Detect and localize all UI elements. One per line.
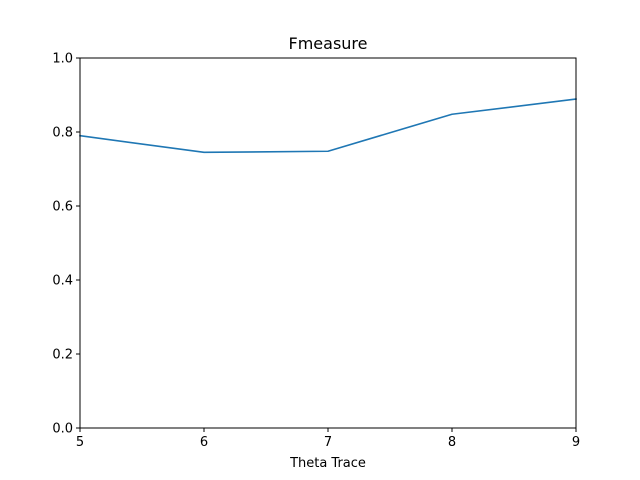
y-tick-label: 1.0 [52,52,73,67]
x-tick-label: 6 [200,435,208,450]
x-tick-label: 9 [572,435,580,450]
series-layer [79,98,577,154]
y-tick-label: 0.6 [52,200,73,215]
y-tick-label: 0.0 [52,422,73,437]
x-tick-label: 8 [448,435,456,450]
x-tick-label: 5 [76,435,84,450]
x-tick-label: 7 [324,435,332,450]
y-tick-label: 0.4 [52,274,73,289]
plot-area [80,58,576,428]
y-tick-label: 0.8 [52,126,73,141]
y-tick-label: 0.2 [52,348,73,363]
series-line-0 [79,98,577,154]
x-axis-ticks: 5 6 7 8 9 [76,428,580,450]
x-axis-title: Theta Trace [289,456,366,471]
y-axis-ticks: 0.0 0.2 0.4 0.6 0.8 1.0 [52,52,80,437]
chart-title: Fmeasure [289,34,368,53]
